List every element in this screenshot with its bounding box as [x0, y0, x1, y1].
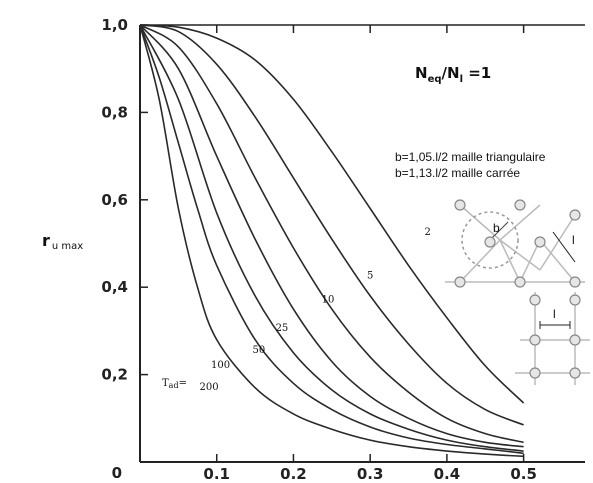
inset-triangular-mesh [445, 204, 585, 283]
axes [139, 24, 585, 463]
series-label-tad-25: 25 [276, 323, 289, 334]
series-label-tad-50: 50 [253, 345, 266, 356]
mesh-node [514, 276, 526, 288]
chart-annotation-title: Neq/Nl =1 [415, 64, 491, 85]
y-tick-label: 1,0 [101, 16, 128, 34]
inset-square-nodes [529, 294, 581, 379]
series-line-tad-50 [139, 24, 524, 452]
x-tick-label: 0.1 [203, 465, 230, 483]
y-axis-label-main: r [42, 231, 50, 250]
x-tick-label: 0.3 [357, 465, 384, 483]
eq-tail: =1 [463, 64, 491, 82]
tad-label-sub: ad [169, 381, 179, 390]
series-line-tad-2 [139, 24, 525, 404]
mesh-line [539, 214, 576, 271]
eq-main: N [415, 64, 428, 82]
y-axis-label-sub: u max [52, 241, 83, 252]
mesh-node [569, 276, 581, 288]
y-tick-label: 0,2 [101, 366, 128, 384]
mesh-node [569, 209, 581, 221]
tad-label-main: T [162, 378, 169, 389]
mesh-line [459, 204, 501, 241]
series-label-tad-2: 2 [425, 227, 431, 238]
inset-label-l2: l [553, 307, 556, 321]
mesh-line [499, 204, 541, 241]
y-tick-label: 0,4 [101, 278, 128, 296]
inset-dimension-l1 [552, 231, 576, 263]
influence-circle [461, 211, 519, 269]
series-line-tad-100 [139, 24, 524, 455]
x-tick-label: 0.4 [434, 465, 461, 483]
eq-sub2: l [460, 74, 463, 85]
mesh-node [454, 276, 466, 288]
mesh-node [514, 199, 526, 211]
radius-b-line [489, 221, 509, 241]
y-tick-label: 0,8 [101, 103, 128, 121]
mesh-line [499, 239, 541, 271]
y-tick-label: 0,6 [101, 191, 128, 209]
series-label-tad-100: 100 [211, 360, 230, 371]
series-label-tad-200: 200 [200, 382, 219, 393]
mesh-line [519, 239, 541, 283]
annotation-triangular: b=1,05.l/2 maille triangulaire [395, 150, 546, 164]
mesh-node [569, 367, 581, 379]
inset-triangular-nodes [454, 199, 581, 288]
series-line-tad-200 [139, 24, 524, 458]
tad-label-suffix: = [179, 378, 187, 389]
tad-label: Tad= [162, 378, 187, 390]
mesh-node [534, 236, 546, 248]
mesh-line [459, 239, 501, 283]
mesh-node [454, 199, 466, 211]
mesh-line [499, 239, 521, 283]
x-tick-label: 0.2 [280, 465, 307, 483]
mesh-node [529, 294, 541, 306]
eq-mid: /N [442, 64, 460, 82]
inset-label-b: b [493, 221, 500, 235]
tick-labels: 0.1 0.2 0.3 0.4 0.5 0 0,2 0,4 0,6 0,8 1,0 [101, 16, 536, 483]
mesh-node [569, 334, 581, 346]
mesh-node [484, 236, 496, 248]
x-tick-label: 0.5 [510, 465, 537, 483]
series-lines [139, 24, 525, 458]
mesh-node [529, 367, 541, 379]
mesh-node [529, 334, 541, 346]
series-label-tad-10: 10 [322, 294, 335, 305]
series-line-tad-25 [139, 24, 524, 448]
mesh-line [539, 239, 576, 283]
annotation-square: b=1,13.l/2 maille carrée [395, 166, 520, 180]
eq-sub1: eq [428, 74, 442, 85]
inset-dimension-l2 [539, 321, 571, 329]
series-line-tad-10 [139, 24, 524, 444]
inset-label-l1: l [572, 233, 575, 247]
series-line-tad-5 [139, 24, 524, 426]
mesh-node [569, 294, 581, 306]
series-label-tad-5: 5 [367, 270, 373, 281]
y-tick-label: 0 [112, 464, 122, 482]
